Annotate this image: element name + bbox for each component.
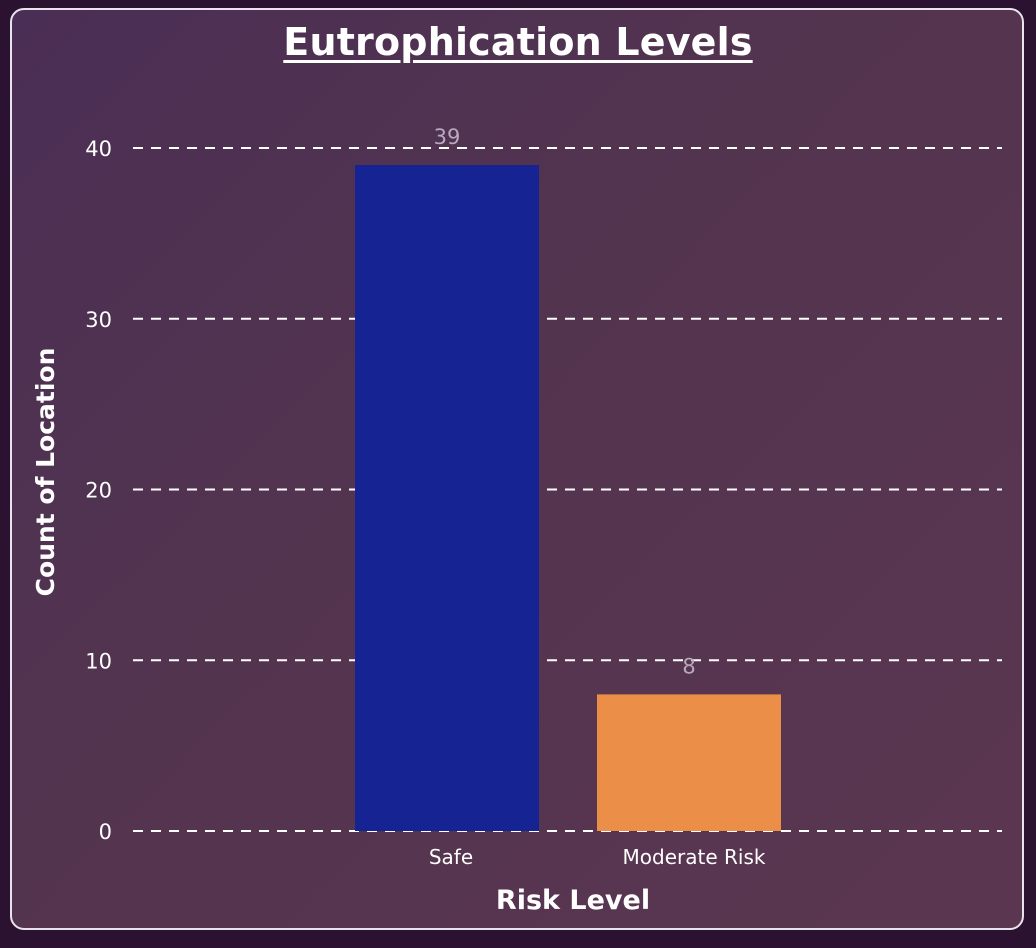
y-tick-label: 40 [85,137,112,161]
bar-moderate-risk[interactable] [597,694,781,831]
data-label: 39 [434,125,461,149]
bar-safe[interactable] [355,165,539,831]
x-axis-categories: Safe Moderate Risk [429,845,766,869]
y-tick-label: 30 [85,308,112,332]
y-axis-label: Count of Location [31,348,60,597]
x-tick-label: Moderate Risk [623,845,766,869]
data-label: 8 [682,654,695,678]
x-tick-label: Safe [429,845,473,869]
y-axis-ticks: 0 10 20 30 40 [85,137,112,844]
data-labels: 39 8 [434,125,696,678]
chart-title: Eutrophication Levels [283,20,753,64]
y-tick-label: 10 [85,649,112,673]
bars [355,165,781,831]
y-tick-label: 20 [85,479,112,503]
x-axis-label: Risk Level [496,885,650,916]
gridlines [133,147,1002,832]
y-tick-label: 0 [99,820,112,844]
